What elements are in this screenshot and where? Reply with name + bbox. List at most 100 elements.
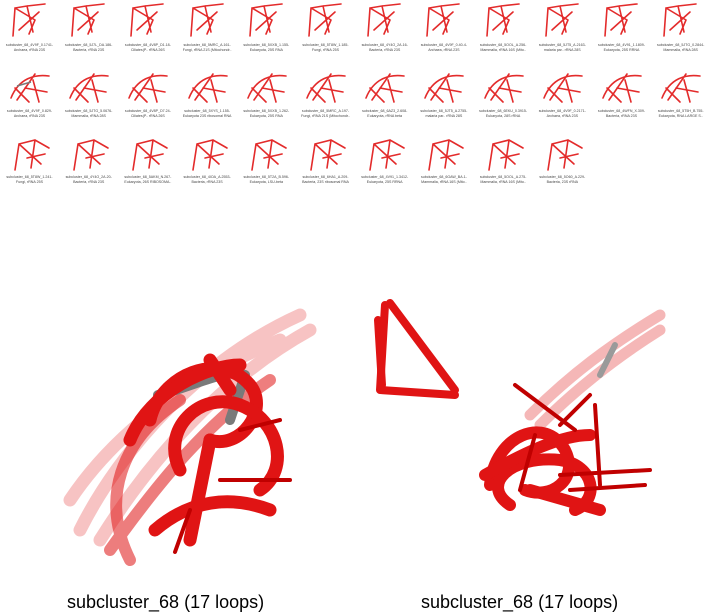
structure-thumbnail: subcluster_68_4Y4O_2A.16- Bacteria, rRNA … [355, 2, 414, 64]
loop-structure-image [306, 73, 346, 103]
thumbnail-caption: subcluster_68_5J7L_DA.186- Bacteria, rRNA… [59, 43, 118, 52]
loop-structure-image [10, 73, 50, 103]
thumbnail-caption: subcluster_68_5O60_A.229- Bacteria, 23S r… [533, 175, 592, 184]
thumbnail-caption: subcluster_68_5JTG_0.2844- Mammalia, rRNA… [651, 43, 710, 52]
thumbnail-source: Mammalia, rRNA 28S [71, 113, 106, 118]
thumbnail-caption: subcluster_68_5MRC_A.197- Fungi, rRNA 21S… [296, 109, 355, 118]
structure-thumbnail: subcluster_68_5XXB_1.155- Eukaryota, 25S … [237, 2, 296, 64]
structure-thumbnail: subcluster_68_5JTG_5.0676- Mammalia, rRNA… [59, 68, 118, 130]
thumbnail-caption: subcluster_68_5AKM_N.267- Eukaryota, 26S … [118, 175, 177, 184]
loop-structure-image [546, 139, 583, 171]
loop-structure-image [369, 139, 405, 171]
structure-thumbnail: subcluster_68_5T2A_B.596- Eukaryota, LSU-… [237, 134, 296, 196]
structure-thumbnail: subcluster_68_5XXB_1.262- Eukaryota, 25S … [237, 68, 296, 130]
thumbnail-id: subcluster_68_5OOL_A.275- [479, 175, 527, 179]
structure-thumbnail: subcluster_68_4V9F_0.1741- Archaea, rRNA … [0, 2, 59, 64]
structure-thumbnail: subcluster_68_5AKM_N.267- Eukaryota, 26S … [118, 134, 177, 196]
thumbnail-caption: subcluster_68_6EKU_0.3915- Eukaryota, 28S… [474, 109, 533, 118]
thumbnail-caption: subcluster_68_4Y4O_2A.20- Bacteria, rRNA … [59, 175, 118, 184]
thumbnail-id: subcluster_68_5T5H_B.755- [657, 109, 704, 113]
thumbnail-grid: subcluster_68_4V9F_0.1741- Archaea, rRNA … [0, 0, 711, 200]
thumbnail-id: subcluster_68_5XXB_1.155- [243, 43, 290, 47]
thumbnail-source: Bacteria, rRNA 23S [605, 113, 638, 118]
thumbnail-caption: subcluster_68_5T8W_1.185- Fungi, rRNA 25S [296, 43, 355, 52]
loop-structure-image [71, 3, 105, 37]
thumbnail-source: Fungi, rRNA 25S [16, 179, 43, 184]
loop-structure-image [544, 3, 579, 37]
thumbnail-source: Bacteria, 23S ribosomal RNA [302, 179, 349, 184]
loop-structure-image [487, 139, 524, 171]
thumbnail-id: subcluster_68_6AZ3_2.608- [362, 109, 408, 113]
thumbnail-id: subcluster_68_5OOL_A.256- [479, 43, 527, 47]
thumbnail-source: Mammalia, rRNA 16S (Mito.. [480, 47, 526, 52]
thumbnail-id: subcluster_68_4V8P_D7.24- [124, 109, 171, 113]
right-panel-caption: subcluster_68 (17 loops) [421, 592, 619, 612]
thumbnail-id: subcluster_68_5J7L_DA.186- [65, 43, 113, 47]
mid-strands [104, 374, 276, 566]
thin-strands [173, 418, 292, 554]
structure-thumbnail: subcluster_68_6AZ3_2.608- Eukaryota, rRNA… [355, 68, 414, 130]
loop-core [479, 426, 606, 516]
structure-thumbnail: subcluster_68_5J7L_DA.186- Bacteria, rRNA… [59, 2, 118, 64]
thumbnail-source: Eukaryota, RNA LARGE S.. [658, 113, 703, 118]
thumbnail-source: Bacteria, rRNA 23S [73, 47, 105, 52]
thumbnail-id: subcluster_68_5JTG_5.0676- [65, 109, 113, 113]
loop-structure-image [128, 73, 169, 103]
thumbnail-caption: subcluster_68_5XXB_1.155- Eukaryota, 25S … [237, 43, 296, 52]
thumbnail-source: Mammalia, rRNA 16S (Mito.. [421, 179, 467, 184]
thumbnail-id: subcluster_68_5JTG_0.2844- [657, 43, 705, 47]
thumbnail-source: Bacteria, 23S rRNA [546, 179, 578, 184]
structure-thumbnail: subcluster_68_5OOL_A.275- Mammalia, rRNA … [474, 134, 533, 196]
thumbnail-caption: subcluster_68_6AZ3_2.608- Eukaryota, rRNA… [355, 109, 414, 118]
thumbnail-caption: subcluster_68_4V9F_0.2171- Archaea, rRNA … [533, 109, 592, 118]
loop-structure-image [187, 73, 228, 103]
thumbnail-id: subcluster_68_5O60_A.229- [539, 175, 586, 179]
thumbnail-source: Eukaryota, 25S RNA [249, 113, 283, 118]
thumbnail-id: subcluster_68_4WFN_X.309- [597, 109, 646, 113]
thumbnail-source: Ciliates(P.. rRNA 26S [130, 47, 165, 52]
thumbnail-id: subcluster_68_4V91_1.1809- [598, 43, 645, 47]
loop-structure-image [248, 3, 283, 37]
thumbnail-id: subcluster_68_4IOA_A.2553- [183, 175, 231, 179]
structure-thumbnail: subcluster_68_5JT5_A.2163- malaria par.. … [533, 2, 592, 64]
thumbnail-source: Archaea, rRNA 23S [546, 113, 578, 118]
thumbnail-source: Eukaryota 23S ribosomal RNA [182, 113, 232, 118]
loop-structure-image [424, 73, 465, 103]
loop-structure-image [250, 139, 287, 171]
loop-structure-image [12, 3, 46, 37]
thumbnail-id: subcluster_68_6HA1_A.209- [302, 175, 349, 179]
thumbnail-id: subcluster_68_4Y4O_2A.20- [65, 175, 112, 179]
thumbnail-caption: subcluster_68_4V9F_0.829- Archaea, rRNA 2… [0, 109, 59, 118]
loop-structure-image [367, 3, 401, 37]
loop-core [123, 353, 284, 547]
thumbnail-id: subcluster_68_5MRC_A.197- [301, 109, 350, 113]
right-superposition-view [374, 299, 666, 516]
thumbnail-id: subcluster_68_5XYS_1.155- [184, 109, 230, 113]
thumbnail-caption: subcluster_68_5T2A_B.596- Eukaryota, LSU-… [237, 175, 296, 184]
thumbnail-source: Eukaryota, 28S rRNA [485, 113, 521, 118]
structure-thumbnail: subcluster_68_4WFN_X.309- Bacteria, rRNA … [592, 68, 651, 130]
thumbnail-source: malaria par.. rRNA 28S [425, 113, 463, 118]
thumbnail-source: Eukaryota, 25S RNA [249, 47, 283, 52]
structure-thumbnail: subcluster_68_4V8P_D7.24- Ciliates(P.. rR… [118, 68, 177, 130]
loop-structure-image [542, 73, 583, 103]
thumbnail-id: subcluster_68_5AKM_N.267- [124, 175, 172, 179]
thumbnail-caption: subcluster_68_5JT5_A.2163- malaria par.. … [533, 43, 592, 52]
thumbnail-caption: subcluster_68_5JTG_5.0676- Mammalia, rRNA… [59, 109, 118, 118]
thumbnail-id: subcluster_68_5JT5_A.2755- [420, 109, 468, 113]
loop-structure-image [428, 139, 465, 171]
thumbnail-id: subcluster_68_5JT5_A.2163- [538, 43, 586, 47]
loop-structure-image [426, 3, 461, 37]
structure-thumbnail: subcluster_68_4V91_1.1809- Eukaryota, 25S… [592, 2, 651, 64]
thumbnail-id: subcluster_68_4V9F_0.2171- [538, 109, 586, 113]
thumbnail-caption: subcluster_68_6GAW_BA.1- Mammalia, rRNA 1… [414, 175, 473, 184]
loop-structure-image [69, 73, 109, 103]
thin-strands [513, 383, 652, 492]
loop-structure-image [485, 3, 520, 37]
thumbnail-caption: subcluster_68_5XYS_1.155- Eukaryota 23S r… [178, 109, 237, 118]
loop-structure-image [189, 3, 224, 37]
thumbnail-caption: subcluster_68_5MRC_A.161- Fungi, rRNA 21S… [178, 43, 237, 52]
thumbnail-caption: subcluster_68_4V9F_0.1741- Archaea, rRNA … [0, 43, 59, 52]
thumbnail-source: Eukaryota, 26S RIBOSOMA.. [124, 179, 172, 184]
structure-thumbnail: subcluster_68_5MRC_A.197- Fungi, rRNA 21S… [296, 68, 355, 130]
